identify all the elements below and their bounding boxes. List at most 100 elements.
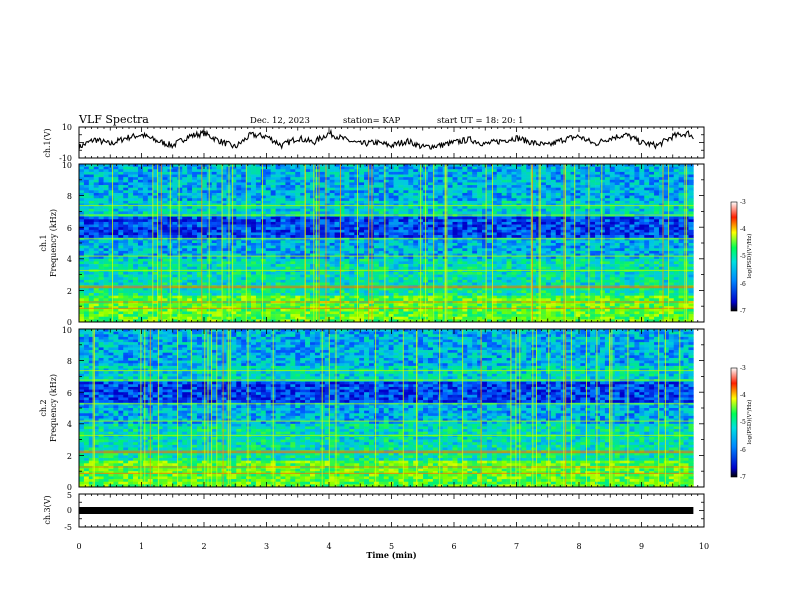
spectrogram-cell [329, 229, 335, 233]
spectrogram-cell [108, 264, 114, 267]
spectrogram-cell [590, 171, 596, 175]
spectrogram-cell [310, 221, 316, 225]
spectrogram-cell [595, 221, 601, 225]
spectrogram-cell [688, 219, 694, 223]
spectrogram-cell [364, 171, 370, 175]
spectrogram-cell [565, 245, 571, 249]
spectrogram-cell [280, 253, 286, 257]
spectrogram-cell [221, 182, 227, 186]
spectrogram-cell [285, 266, 291, 270]
spectrogram-cell [649, 235, 655, 239]
spectrogram-cell [614, 240, 620, 244]
spectrogram-cell [177, 182, 183, 186]
spectrogram-cell [305, 198, 311, 202]
spectrogram-cell [187, 243, 193, 246]
spectrogram-cell [506, 203, 512, 207]
spectrogram-cell [496, 258, 502, 262]
spectrogram-cell [521, 190, 527, 194]
spectrogram-cell [624, 219, 630, 223]
spectrogram-cell [113, 235, 119, 239]
spectrogram-cell [654, 253, 660, 257]
spectrogram-cell [142, 211, 149, 215]
spectrogram-cell [300, 261, 306, 265]
spectrogram-cell [142, 243, 149, 246]
spectrogram-cell [275, 190, 281, 194]
spectrogram-cell [639, 219, 645, 223]
spectrogram-cell [501, 169, 507, 173]
spectrogram-cell [452, 203, 458, 207]
spectrogram-cell [403, 179, 409, 183]
spectrogram-cell [98, 164, 104, 167]
spectrogram-cell [521, 224, 527, 228]
spectrogram-cell [236, 266, 242, 270]
spectrogram-cell [496, 206, 502, 210]
spectrogram-cell [310, 198, 316, 202]
spectrogram-cell [133, 169, 139, 173]
spectrogram-cell [398, 171, 404, 175]
spectrogram-cell [270, 258, 276, 262]
spectrogram-cell [113, 261, 119, 265]
spectrogram-cell [118, 240, 124, 244]
spectrogram-cell [182, 171, 188, 175]
spectrogram-cell [201, 211, 208, 215]
spectrogram-cell [511, 243, 517, 246]
spectrogram-cell [383, 264, 389, 267]
spectrogram-cell [511, 264, 517, 267]
spectrogram-cell [511, 256, 517, 260]
spectrogram-cell [216, 261, 222, 265]
spectrogram-cell [123, 187, 129, 191]
spectrogram-cell [545, 187, 552, 191]
spectrogram-cell [555, 192, 561, 196]
spectrogram-cell [354, 166, 360, 170]
spectrogram-cell [123, 174, 129, 178]
spectrogram-cell [314, 221, 321, 225]
spectrogram-cell [639, 182, 645, 186]
spectrogram-cell [477, 187, 483, 191]
spectrogram-cell [427, 187, 434, 191]
spectrogram-cell [251, 221, 257, 225]
spectrogram-cell [649, 171, 655, 175]
spectrogram-cell [319, 203, 326, 207]
spectrogram-cell [196, 200, 203, 204]
spectrogram-cell [585, 208, 591, 212]
spectrogram-cell [187, 182, 193, 186]
spectrogram-cell [255, 211, 262, 215]
spectrogram-cell [457, 174, 463, 178]
spectrogram-cell [196, 253, 203, 257]
spectrogram-cell [334, 248, 340, 252]
spectrogram-cell [526, 235, 532, 239]
spectrogram-cell [516, 224, 522, 228]
spectrogram-cell [182, 264, 188, 267]
spectrogram-cell [688, 192, 694, 196]
spectrogram-cell [649, 256, 655, 260]
spectrogram-cell [182, 206, 188, 210]
spectrogram-cell [152, 227, 158, 231]
spectrogram-cell [231, 219, 237, 223]
spectrogram-cell [123, 250, 129, 254]
spectrogram-cell [177, 169, 183, 173]
spectrogram-cell [113, 219, 119, 223]
spectrogram-cell [162, 177, 168, 181]
spectrogram-cell [93, 198, 99, 202]
spectrogram-cell [560, 200, 566, 204]
spectrogram-cell [364, 227, 370, 231]
spectrogram-cell [590, 164, 596, 167]
spectrogram-cell [329, 266, 335, 270]
spectrogram-cell [349, 227, 355, 231]
spectrogram-cell [688, 245, 694, 249]
spectrogram-cell [595, 198, 601, 202]
spectrogram-cell [447, 261, 453, 265]
spectrogram-cell [152, 169, 158, 173]
spectrogram-cell [349, 266, 355, 270]
spectrogram-cell [555, 221, 561, 225]
spectrogram-cell [241, 258, 247, 262]
spectrogram-cell [541, 185, 547, 188]
spectrogram-cell [491, 227, 498, 231]
spectrogram-cell [555, 211, 561, 215]
spectrogram-cell [216, 171, 222, 175]
spectrogram-cell [103, 169, 109, 173]
spectrogram-cell [388, 200, 394, 204]
spectrogram-cell [334, 243, 340, 246]
spectrogram-cell [609, 216, 616, 220]
spectrogram-cell [585, 203, 591, 207]
